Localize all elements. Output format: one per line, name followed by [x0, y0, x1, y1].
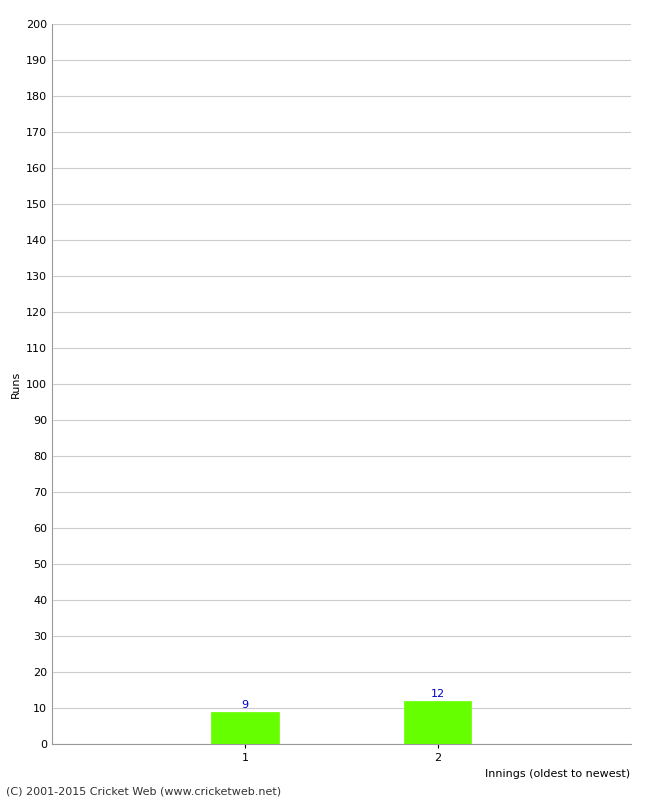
Text: (C) 2001-2015 Cricket Web (www.cricketweb.net): (C) 2001-2015 Cricket Web (www.cricketwe… — [6, 786, 281, 796]
Text: 9: 9 — [241, 700, 248, 710]
Bar — [211, 712, 279, 744]
Bar — [404, 701, 471, 744]
Text: 12: 12 — [430, 689, 445, 699]
Y-axis label: Runs: Runs — [10, 370, 20, 398]
X-axis label: Innings (oldest to newest): Innings (oldest to newest) — [486, 769, 630, 778]
